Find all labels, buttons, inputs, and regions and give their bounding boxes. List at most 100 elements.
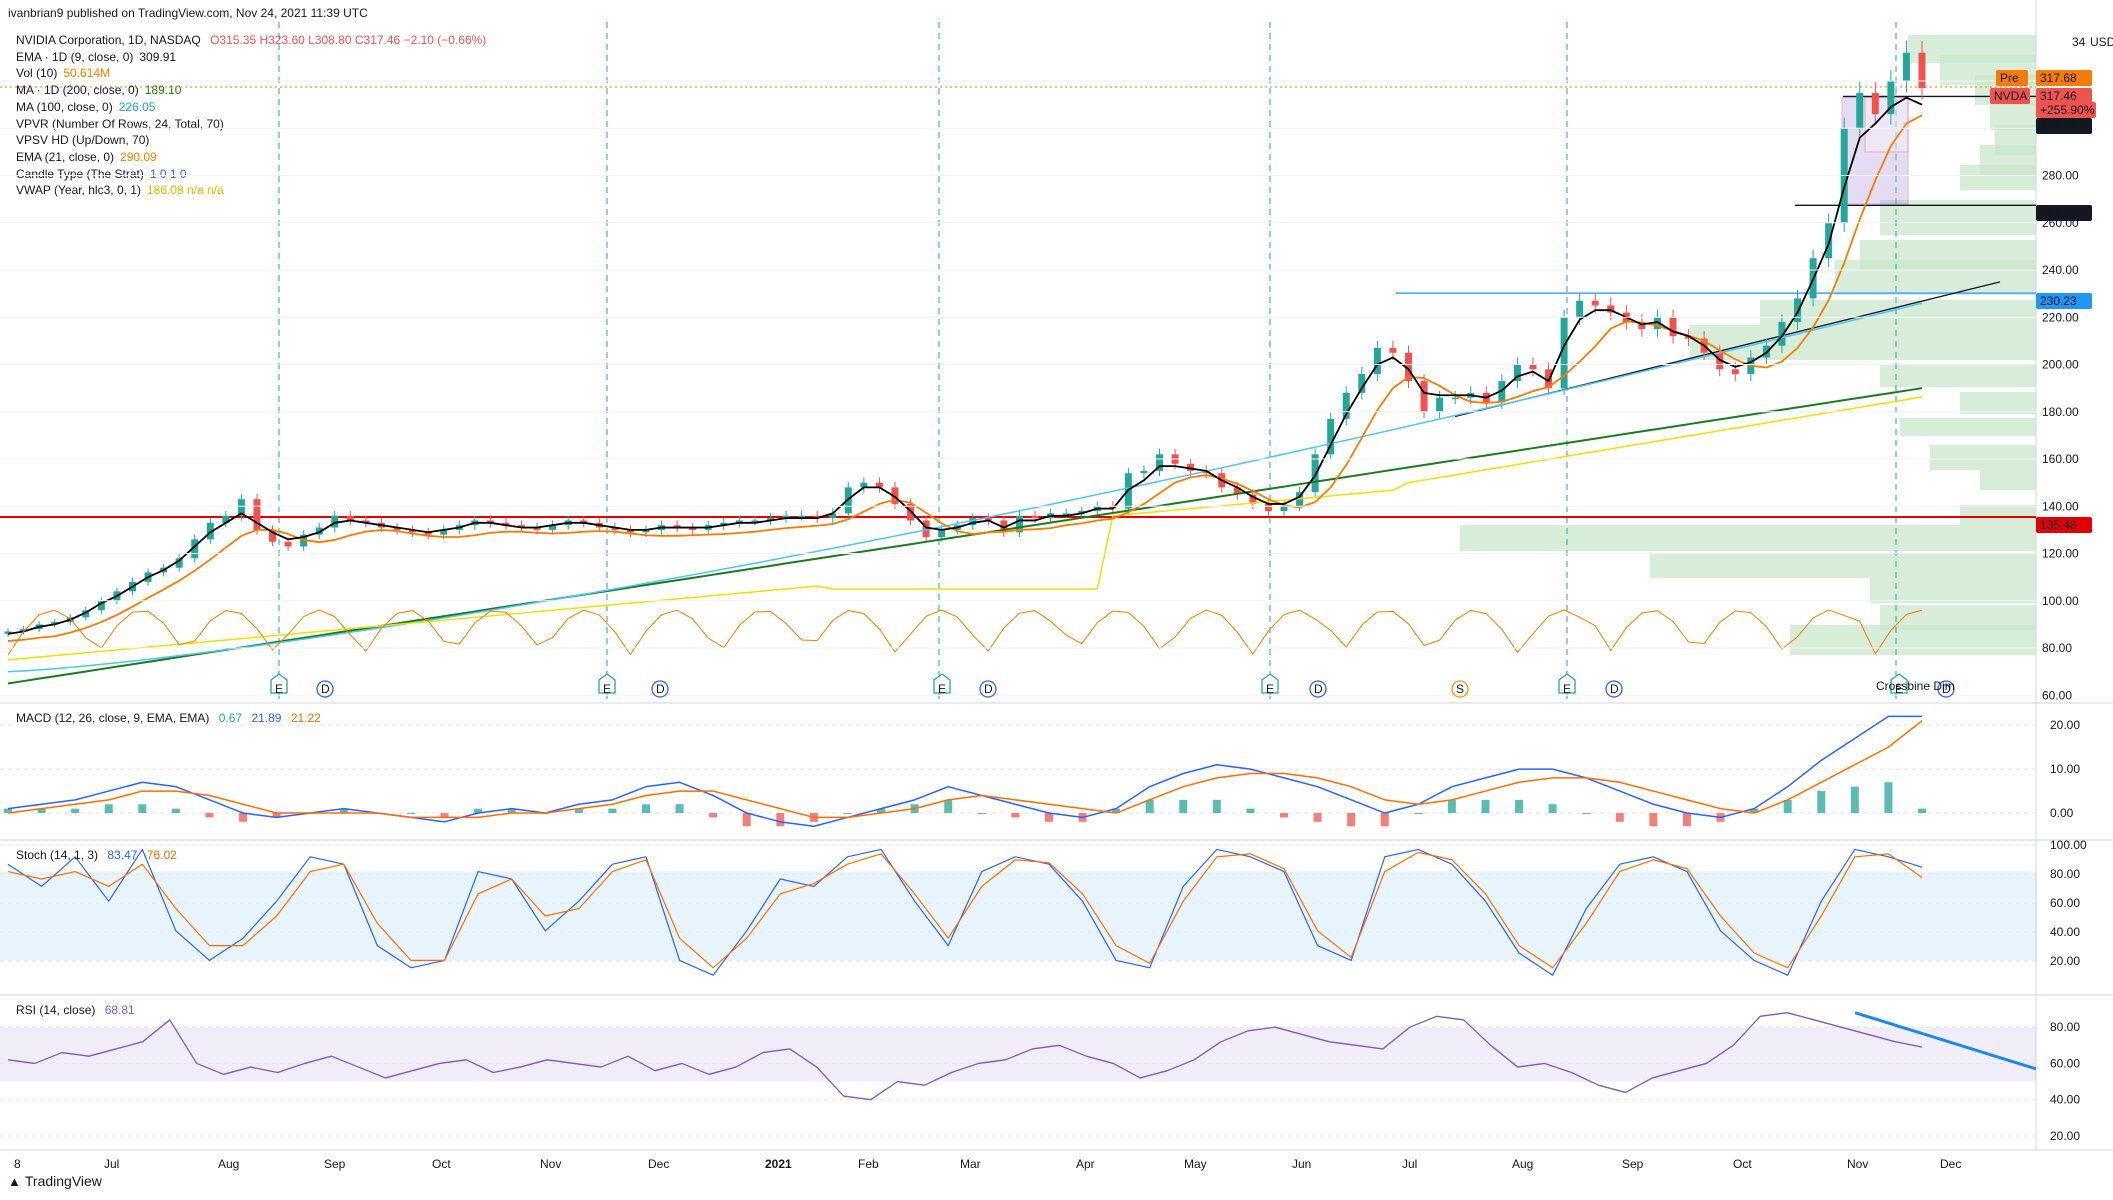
earnings-marker — [598, 673, 616, 694]
earnings-marker-letter: E — [275, 682, 283, 696]
candle-body — [284, 541, 292, 547]
candle-body — [611, 527, 619, 530]
macd-histogram-bar — [1783, 799, 1792, 814]
tv-icon: ▲ — [8, 1174, 21, 1189]
legend-row[interactable]: MA (100, close, 0) 226.05 — [16, 99, 486, 116]
time-axis[interactable]: 8 Jul Aug Sep Oct Nov Dec 2021 Feb Mar Apr May Jun Ju… — [14, 1157, 1961, 1171]
pane-tick-label: 60.00 — [2050, 896, 2080, 910]
candle-body — [1902, 52, 1910, 82]
candle-body — [518, 525, 526, 528]
currency-label: USD — [2090, 35, 2113, 49]
legend-row[interactable]: VPSV HD (Up/Down, 70) — [16, 132, 486, 149]
candle-body — [362, 520, 370, 523]
candle-body — [1436, 397, 1444, 412]
candle-body — [1638, 322, 1646, 330]
candle-body — [1451, 397, 1459, 400]
x-tick-label: Jun — [1292, 1157, 1311, 1171]
candle-body — [409, 529, 417, 533]
legend-row[interactable]: VPVR (Number Of Rows, 24, Total, 70) — [16, 116, 486, 133]
indicator-legend: NVIDIA Corporation, 1D, NASDAQ O315.35 H… — [16, 32, 486, 199]
stoch-k-value: 83.47 — [107, 848, 138, 862]
pane-tick-label: 100.00 — [2050, 838, 2087, 852]
volume-profile-bar — [1835, 260, 2036, 295]
main-indicator-lines — [7, 96, 1923, 685]
stoch-pane: 20.00 40.00 60.00 80.00 100.00 — [0, 838, 2087, 976]
price-axis[interactable]: 60.00 80.00 100.00 120.00 140.00 160.00 180.00… — [0, 35, 2113, 702]
macd-histogram-bar — [877, 808, 886, 814]
candle-body — [331, 515, 339, 528]
macd-histogram-bar — [1582, 813, 1591, 815]
candle-body — [82, 610, 90, 618]
pane-tick-label: 0.00 — [2050, 806, 2074, 820]
ema9-line — [7, 96, 1923, 635]
candle-body — [51, 622, 59, 625]
volume-profile-bar — [1880, 365, 2036, 387]
pre-tag: Pre — [2000, 71, 2019, 85]
macd-line — [7, 715, 1922, 827]
macd-histogram-bar — [709, 813, 718, 818]
stoch-title: Stoch (14, 1, 3) — [16, 848, 99, 862]
rsi-title: RSI (14, close) — [16, 1003, 96, 1017]
candle-body — [1078, 511, 1086, 514]
macd-histogram-bar — [474, 808, 483, 814]
candle-body — [533, 527, 541, 530]
tradingview-logo[interactable]: ▲ TradingView — [8, 1173, 102, 1189]
macd-histogram-bar — [944, 799, 953, 814]
macd-histogram-bar — [1112, 808, 1121, 814]
macd-histogram-bar — [776, 813, 785, 827]
candle-body — [1545, 369, 1553, 389]
change-tag-bg — [2036, 102, 2096, 118]
y-tick-label: 160.00 — [2042, 452, 2079, 466]
macd-histogram-bar — [1481, 799, 1490, 814]
pre-tag-bg — [1996, 70, 2028, 86]
split-marker-letter: S — [1456, 682, 1464, 696]
candle-body — [860, 482, 868, 488]
candle-body — [1498, 381, 1506, 403]
macd-histogram-bar — [1179, 799, 1188, 814]
macd-histogram-bar — [1750, 808, 1759, 814]
macd-histogram-bar — [1414, 813, 1423, 815]
macd-histogram-bar — [1548, 804, 1557, 814]
candle-body — [253, 499, 261, 530]
legend-value: 50.614M — [63, 66, 111, 81]
x-tick-label: Sep — [1622, 1157, 1644, 1171]
macd-histogram-bar — [1447, 799, 1456, 814]
legend-row[interactable]: Candle Type (The Strat) 1 0 1 0 — [16, 166, 486, 183]
candle-body — [1778, 322, 1786, 346]
candle-body — [782, 515, 790, 519]
candle-body — [735, 520, 743, 523]
x-tick-label: Feb — [858, 1157, 879, 1171]
candle-body — [1513, 364, 1521, 382]
macd-histogram-bar — [1280, 813, 1288, 818]
pane-tick-label: 80.00 — [2050, 867, 2080, 881]
pane-tick-label: 40.00 — [2050, 925, 2080, 939]
legend-row[interactable]: EMA · 1D (9, close, 0) 309.91 — [16, 49, 486, 66]
candle-body — [175, 558, 183, 568]
volume-profile-bar — [1900, 418, 2036, 436]
volume-profile-bar — [1690, 325, 2036, 360]
macd-histogram-bar — [1347, 813, 1356, 827]
y-tick-label: 60.00 — [2042, 688, 2072, 702]
candle-body — [938, 529, 946, 537]
candle-body — [1249, 494, 1257, 504]
macd-histogram-bar — [675, 804, 684, 814]
signal-line — [7, 720, 1923, 819]
candle-body — [1560, 317, 1568, 389]
legend-row[interactable]: EMA (21, close, 0) 290.09 — [16, 149, 486, 166]
macd-pane: 0.00 10.00 20.00 — [0, 715, 2080, 827]
y-tick-label: 34 — [2072, 35, 2086, 49]
macd-histogram-bar — [1884, 782, 1893, 814]
rsi-line — [7, 1012, 1923, 1101]
macd-histogram-bar — [1515, 799, 1524, 814]
macd-title: MACD (12, 26, close, 9, EMA, EMA) — [16, 711, 210, 725]
y-tick-label: 120.00 — [2042, 547, 2079, 561]
candle-body — [1731, 369, 1739, 374]
candle-body — [766, 518, 774, 521]
legend-row[interactable]: VWAP (Year, hlc3, 0, 1) 186.08 n/a n/a — [16, 182, 486, 199]
volume-profile-bar — [1460, 525, 2036, 551]
pane-tick-label: 20.00 — [2050, 954, 2080, 968]
candle-body — [1871, 92, 1879, 115]
legend-row[interactable]: Vol (10) 50.614M — [16, 65, 486, 82]
